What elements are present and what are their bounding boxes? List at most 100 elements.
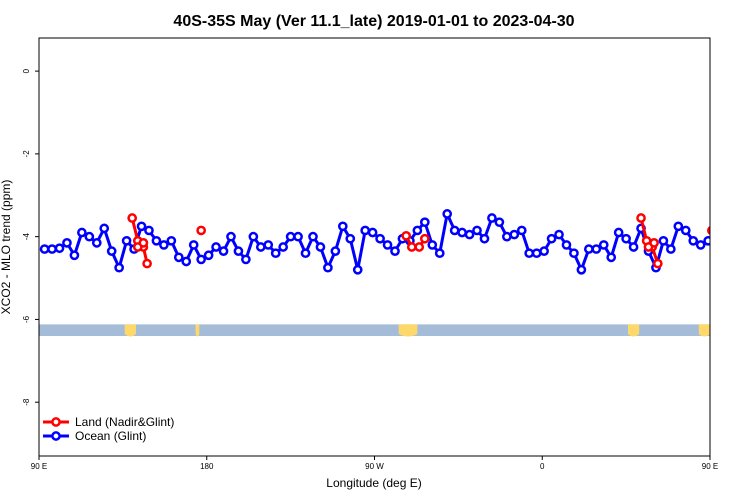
land-point — [401, 230, 412, 241]
ocean-point — [263, 240, 274, 250]
ocean-point — [442, 209, 453, 219]
ocean-point — [345, 233, 356, 244]
ocean-point — [621, 233, 631, 244]
ocean-point — [151, 235, 162, 246]
ocean-point — [188, 240, 199, 250]
land-point — [406, 242, 417, 252]
ocean-point — [173, 252, 184, 263]
ocean-point — [285, 231, 296, 242]
y-tick-label: 0 — [22, 68, 31, 73]
ocean-point — [569, 248, 579, 259]
ocean-point — [144, 225, 154, 236]
land-patch — [698, 324, 710, 337]
ocean-point — [69, 250, 80, 261]
y-axis: 0 -2 -4 -6 -8 — [22, 68, 39, 406]
ocean-point — [39, 244, 50, 254]
ocean-point — [84, 231, 95, 242]
ocean-point — [419, 217, 430, 228]
ocean-point — [367, 227, 378, 238]
ocean-point — [323, 262, 333, 273]
ocean-point — [449, 225, 460, 236]
ocean-point — [77, 227, 87, 238]
land-point — [142, 258, 152, 269]
ocean-point — [494, 217, 505, 228]
y-tick-label: -4 — [22, 233, 31, 241]
ocean-point — [203, 250, 214, 261]
x-tick-label: 90 E — [702, 462, 718, 471]
ocean-point — [673, 221, 684, 232]
land-point — [419, 233, 430, 244]
ocean-point — [688, 235, 699, 246]
ocean-point — [196, 254, 207, 265]
y-tick-label: -8 — [22, 398, 31, 406]
ocean-point — [509, 229, 520, 240]
ocean-point — [464, 229, 475, 240]
ocean-point — [308, 231, 318, 242]
ocean-point — [62, 238, 72, 248]
legend: Land (Nadir&Glint) Ocean (Glint) — [43, 415, 174, 443]
ocean-point — [554, 229, 564, 240]
land-point — [196, 225, 207, 236]
ocean-point — [54, 243, 65, 254]
ocean-point — [561, 240, 572, 250]
land-point — [127, 213, 138, 223]
ocean-point — [91, 238, 102, 248]
legend-item-land: Land (Nadir&Glint) — [43, 415, 174, 429]
x-axis-label: Longitude (deg E) — [326, 476, 421, 490]
land-point — [649, 238, 659, 248]
ocean-point — [47, 244, 57, 254]
ocean-point — [315, 242, 326, 252]
x-tick-label: 90 W — [365, 462, 384, 471]
ocean-point — [524, 248, 535, 259]
ocean-band — [39, 324, 710, 336]
ocean-point — [211, 242, 221, 252]
ocean-point — [99, 223, 110, 234]
ocean-point — [270, 248, 281, 259]
y-tick-label: -6 — [22, 315, 31, 323]
ocean-point — [300, 248, 311, 259]
land-point — [138, 238, 149, 248]
ocean-point — [658, 235, 669, 246]
ocean-point — [218, 246, 229, 256]
y-tick-label: -2 — [22, 150, 31, 158]
ocean-point — [591, 244, 602, 254]
land-point — [707, 225, 710, 235]
ocean-point — [390, 246, 400, 256]
ocean-point — [330, 246, 341, 256]
x-tick-label: 180 — [200, 462, 214, 471]
land-point — [414, 242, 425, 252]
ocean-point — [666, 244, 676, 254]
ocean-point — [434, 248, 445, 259]
ocean-point — [248, 231, 259, 242]
x-tick-label: 90 E — [31, 462, 47, 471]
x-axis: 90 E 180 90 W 0 90 E — [31, 456, 718, 471]
ocean-point — [106, 246, 117, 256]
ocean-point — [427, 240, 438, 250]
land-point — [636, 213, 646, 223]
ocean-point — [412, 225, 423, 236]
chart-title: 40S-35S May (Ver 11.1_late) 2019-01-01 t… — [173, 13, 574, 30]
legend-label-ocean: Ocean (Glint) — [75, 429, 146, 443]
legend-marker-ocean — [51, 431, 61, 441]
ocean-point — [360, 225, 371, 236]
ocean-point — [576, 264, 587, 275]
legend-label-land: Land (Nadir&Glint) — [75, 415, 174, 429]
ocean-point — [695, 240, 706, 250]
ocean-point — [255, 242, 266, 252]
ocean-point — [546, 233, 557, 244]
ocean-point — [501, 231, 512, 242]
x-tick-label: 0 — [540, 462, 545, 471]
land-patch — [195, 324, 200, 337]
ocean-point — [539, 246, 549, 256]
ocean-point — [703, 235, 710, 246]
ocean-point — [583, 244, 594, 254]
ocean-point — [136, 221, 147, 232]
ocean-point — [226, 231, 236, 242]
ocean-point — [241, 254, 251, 265]
land-patch — [627, 324, 640, 337]
land-point — [652, 258, 663, 269]
ocean-point — [516, 225, 527, 236]
ocean-point — [278, 242, 289, 252]
ocean-point — [680, 225, 691, 236]
